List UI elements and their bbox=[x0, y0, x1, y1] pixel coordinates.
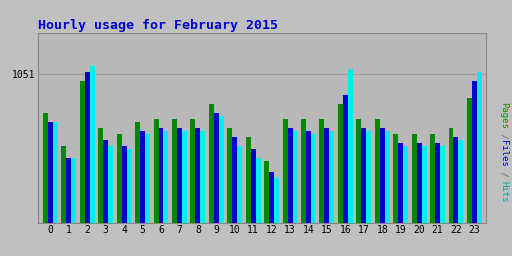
Bar bbox=[306, 131, 311, 256]
Bar bbox=[264, 161, 269, 256]
Bar bbox=[366, 131, 371, 256]
Bar bbox=[219, 116, 224, 256]
Bar bbox=[117, 134, 122, 256]
Bar bbox=[98, 128, 103, 256]
Bar bbox=[283, 119, 288, 256]
Bar bbox=[403, 146, 408, 256]
Text: /: / bbox=[499, 166, 508, 182]
Bar bbox=[163, 131, 168, 256]
Text: Files: Files bbox=[499, 140, 508, 167]
Bar bbox=[43, 113, 48, 256]
Bar bbox=[200, 131, 205, 256]
Bar bbox=[356, 119, 361, 256]
Bar bbox=[412, 134, 417, 256]
Bar bbox=[90, 66, 95, 256]
Text: Hourly usage for February 2015: Hourly usage for February 2015 bbox=[38, 19, 279, 32]
Bar bbox=[182, 131, 187, 256]
Bar bbox=[393, 134, 398, 256]
Bar bbox=[232, 137, 237, 256]
Bar bbox=[61, 146, 67, 256]
Bar bbox=[301, 119, 306, 256]
Bar bbox=[417, 143, 421, 256]
Bar bbox=[196, 128, 200, 256]
Bar bbox=[338, 104, 343, 256]
Bar bbox=[449, 128, 454, 256]
Bar bbox=[209, 104, 214, 256]
Bar bbox=[172, 119, 177, 256]
Text: Pages: Pages bbox=[499, 102, 508, 129]
Bar bbox=[385, 131, 390, 256]
Bar bbox=[454, 137, 458, 256]
Bar bbox=[135, 122, 140, 256]
Bar bbox=[421, 146, 426, 256]
Text: Hits: Hits bbox=[499, 181, 508, 203]
Bar bbox=[375, 119, 380, 256]
Bar bbox=[269, 172, 274, 256]
Bar bbox=[361, 128, 366, 256]
Bar bbox=[140, 131, 145, 256]
Bar bbox=[177, 128, 182, 256]
Bar bbox=[108, 146, 113, 256]
Bar bbox=[145, 134, 150, 256]
Bar bbox=[122, 146, 126, 256]
Bar bbox=[274, 178, 279, 256]
Bar bbox=[329, 131, 334, 256]
Bar bbox=[472, 81, 477, 256]
Bar bbox=[430, 134, 435, 256]
Bar bbox=[467, 98, 472, 256]
Bar bbox=[154, 119, 159, 256]
Bar bbox=[214, 113, 219, 256]
Bar bbox=[477, 72, 482, 256]
Bar bbox=[67, 158, 71, 256]
Bar bbox=[53, 122, 58, 256]
Bar bbox=[325, 128, 329, 256]
Bar bbox=[48, 122, 53, 256]
Bar bbox=[126, 149, 132, 256]
Bar bbox=[80, 81, 85, 256]
Bar bbox=[380, 128, 385, 256]
Bar bbox=[319, 119, 325, 256]
Bar bbox=[458, 140, 463, 256]
Bar bbox=[255, 158, 261, 256]
Bar bbox=[288, 128, 292, 256]
Bar bbox=[348, 69, 353, 256]
Bar bbox=[159, 128, 163, 256]
Bar bbox=[292, 131, 297, 256]
Bar bbox=[103, 140, 108, 256]
Bar bbox=[440, 146, 445, 256]
Bar bbox=[246, 137, 251, 256]
Bar bbox=[311, 134, 316, 256]
Bar bbox=[398, 143, 403, 256]
Bar bbox=[435, 143, 440, 256]
Bar bbox=[237, 146, 242, 256]
Text: /: / bbox=[499, 128, 508, 144]
Bar bbox=[71, 158, 76, 256]
Bar bbox=[85, 72, 90, 256]
Bar bbox=[190, 119, 196, 256]
Bar bbox=[227, 128, 232, 256]
Bar bbox=[343, 95, 348, 256]
Bar bbox=[251, 149, 255, 256]
